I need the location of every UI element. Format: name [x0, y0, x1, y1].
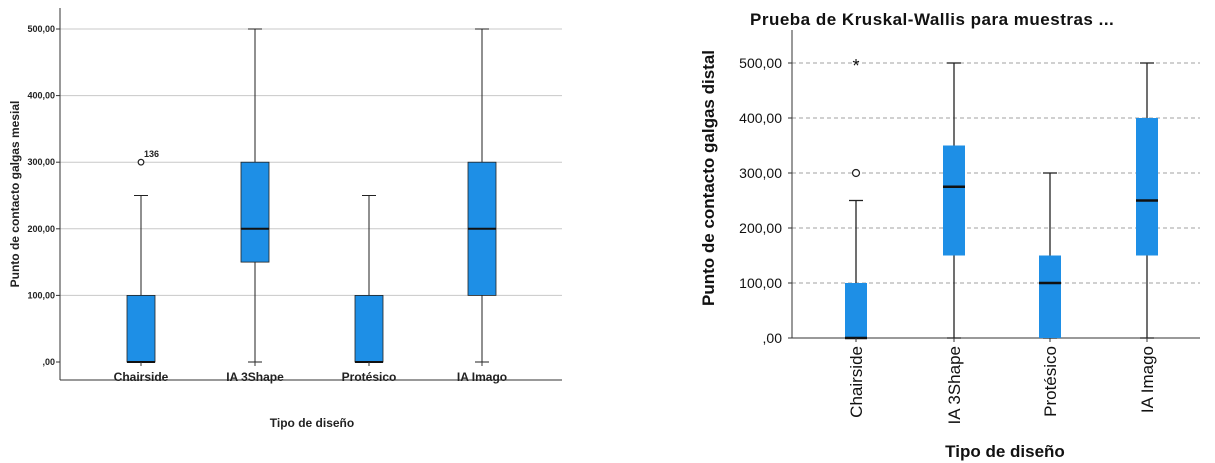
iqr-box [126, 294, 156, 363]
left-y-tick-label: 300,00 [27, 157, 55, 167]
right-y-tick-label: ,00 [763, 330, 783, 346]
right-box-group-1: * [845, 56, 867, 340]
iqr-box [1136, 118, 1158, 256]
right-box-group-3 [1039, 172, 1061, 339]
right-category-label: Protésico [1041, 346, 1060, 417]
extreme-outlier-marker: * [852, 56, 859, 76]
right-y-tick-label: 400,00 [739, 110, 782, 126]
right-gridlines [792, 62, 1200, 284]
right-category-labels: Chairside IA 3Shape Protésico IA Imago [847, 338, 1157, 424]
outlier-label: 136 [144, 149, 159, 159]
left-boxes: 136 [126, 28, 497, 363]
right-y-tick-label: 300,00 [739, 165, 782, 181]
outlier-marker [137, 158, 145, 166]
iqr-box [354, 294, 384, 363]
left-y-axis-label: Punto de contacto galgas mesial [8, 101, 22, 288]
left-y-tick-label: 500,00 [27, 24, 55, 34]
right-x-axis-label: Tipo de diseño [945, 442, 1065, 461]
iqr-box [240, 161, 270, 263]
left-x-axis-label: Tipo de diseño [270, 416, 354, 430]
left-category-label: IA Imago [457, 370, 507, 384]
right-boxes: * [845, 56, 1158, 340]
right-category-label: IA Imago [1138, 346, 1157, 413]
right-y-tick-label: 500,00 [739, 55, 782, 71]
right-box-group-4 [1136, 62, 1158, 339]
left-y-tick-label: ,00 [42, 357, 55, 367]
left-boxplot-chart: ,00 100,00 200,00 300,00 400,00 500,00 136 Ch… [8, 8, 562, 430]
left-category-labels: Chairside IA 3Shape Protésico IA Imago [114, 362, 507, 384]
left-category-label: Chairside [114, 370, 169, 384]
left-y-tick-label: 200,00 [27, 224, 55, 234]
left-box-group-3 [354, 195, 384, 363]
iqr-box [1039, 255, 1061, 338]
right-boxplot-chart: Prueba de Kruskal-Wallis para muestras .… [699, 10, 1200, 461]
outlier-marker [851, 168, 861, 178]
right-category-label: IA 3Shape [945, 346, 964, 424]
right-y-tick-label: 100,00 [739, 275, 782, 291]
left-box-group-4 [467, 28, 497, 363]
right-box-group-2 [943, 62, 965, 339]
iqr-box [943, 145, 965, 256]
right-chart-title: Prueba de Kruskal-Wallis para muestras .… [750, 10, 1114, 29]
iqr-box [845, 283, 867, 338]
left-y-tick-label: 400,00 [27, 91, 55, 101]
left-y-tick-label: 100,00 [27, 290, 55, 300]
left-box-group-1: 136 [126, 149, 159, 363]
right-y-axis-label: Punto de contacto galgas distal [699, 50, 718, 306]
left-category-label: Protésico [342, 370, 397, 384]
left-category-label: IA 3Shape [226, 370, 284, 384]
left-y-tick-labels: ,00 100,00 200,00 300,00 400,00 500,00 [27, 24, 60, 367]
right-y-tick-label: 200,00 [739, 220, 782, 236]
left-box-group-2 [240, 28, 270, 363]
right-y-tick-labels: ,00 100,00 200,00 300,00 400,00 500,00 [739, 55, 792, 346]
right-category-label: Chairside [847, 346, 866, 418]
